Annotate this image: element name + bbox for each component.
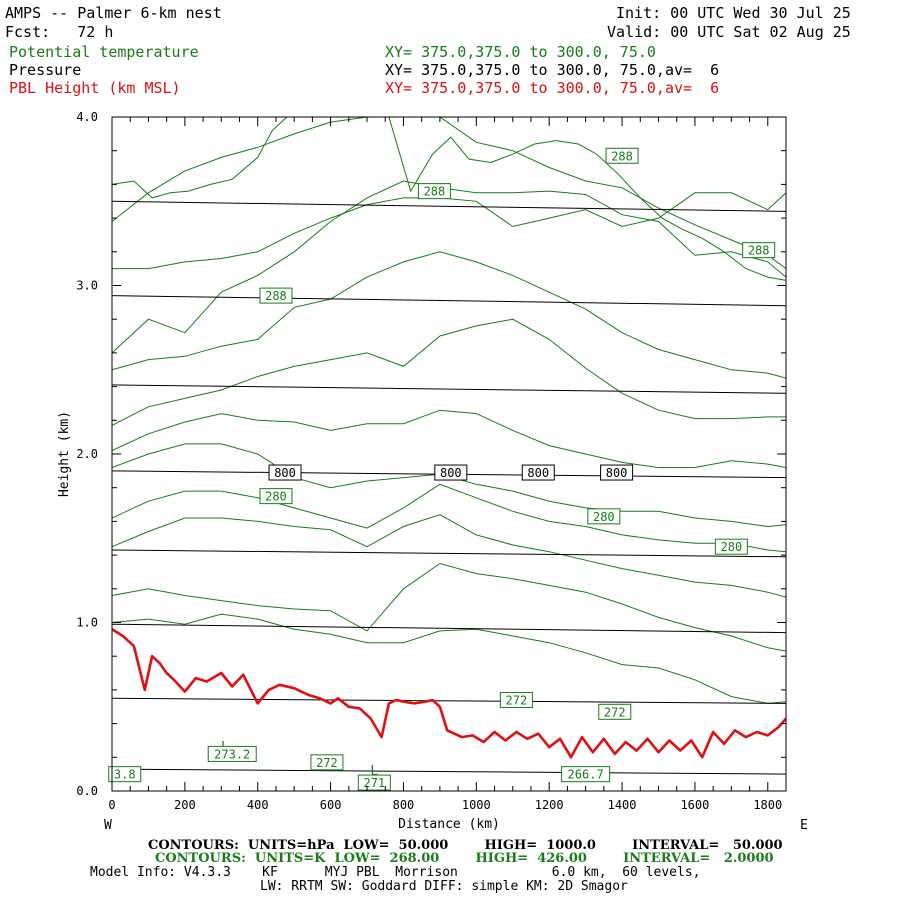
- isobar-5: [112, 384, 786, 394]
- theta-contour-9: [112, 180, 786, 354]
- theta-contour-8: [112, 192, 786, 270]
- theta-label-6: 280: [721, 540, 743, 554]
- legend-pbl-name: PBL Height (km MSL): [9, 79, 181, 97]
- theta-contour-5: [112, 409, 786, 468]
- pressure-label-0: 800: [274, 466, 296, 480]
- pressure-label-2: 800: [527, 466, 549, 480]
- pressure-label-3-box: [600, 464, 634, 481]
- theta-contour-4: [112, 443, 786, 528]
- theta-label-6-box: [714, 538, 748, 555]
- y-tick-label: 4.0: [76, 110, 98, 124]
- east-label: E: [800, 818, 808, 833]
- legend-theta-xy: XY= 375.0,375.0 to 300.0, 75.0: [385, 43, 656, 61]
- theta-label-2-box: [742, 242, 776, 259]
- theta-label-8-box: [598, 703, 632, 720]
- pressure-label-0-box: [268, 464, 302, 481]
- theta-label-0: 288: [424, 185, 446, 199]
- theta-label-7: 272: [506, 694, 528, 708]
- footer-pressure-contours: CONTOURS: UNITS=hPa LOW= 50.000 HIGH= 10…: [148, 838, 783, 853]
- theta-label-10: 273.2: [214, 747, 250, 761]
- chart-title: AMPS -- Palmer 6-km nest: [5, 4, 222, 22]
- y-axis-label: Height (km): [57, 411, 72, 497]
- pressure-label-1-box: [434, 464, 468, 481]
- y-tick-label: 2.0: [76, 447, 98, 461]
- low-marker-1: L: [370, 764, 378, 779]
- x-axis-label: Distance (km): [398, 817, 500, 832]
- theta-label-3-box: [259, 287, 293, 304]
- theta-label-9-box: [310, 754, 344, 771]
- pbl-height-line: [112, 628, 786, 759]
- plot-frame: [111, 116, 787, 792]
- theta-label-1-box: [605, 147, 639, 164]
- x-tick-label: 200: [174, 798, 196, 812]
- theta-label-4-box: [259, 488, 293, 505]
- theta-label-1: 288: [611, 149, 633, 163]
- theta-label-12: 266.7: [568, 768, 604, 782]
- theta-label-3: 288: [265, 289, 287, 303]
- theta-contour-3: [112, 483, 786, 553]
- pressure-label-1: 800: [440, 466, 462, 480]
- pressure-label-2-box: [521, 464, 555, 481]
- theta-label-8: 272: [604, 705, 626, 719]
- theta-contour-2: [112, 514, 786, 598]
- isobar-1: [112, 697, 786, 704]
- pressure-label-3: 800: [606, 466, 628, 480]
- isobar-2: [112, 623, 786, 634]
- isobar-6: [112, 295, 786, 307]
- footer-physics-info: LW: RRTM SW: Goddard DIFF: simple KM: 2D…: [260, 879, 628, 894]
- isobar-3: [112, 549, 786, 558]
- theta-contour-1: [112, 562, 786, 652]
- footer-theta-contours: CONTOURS: UNITS=K LOW= 268.00 HIGH= 426.…: [155, 851, 774, 866]
- x-tick-label: 1000: [462, 798, 491, 812]
- theta-contour-0: [112, 613, 786, 704]
- valid-time: Valid: 00 UTC Sat 02 Aug 25: [607, 23, 851, 41]
- x-tick-label: 1600: [680, 798, 709, 812]
- theta-label-10-box: [207, 745, 257, 762]
- theta-label-0-box: [417, 183, 451, 200]
- west-label: W: [104, 818, 112, 833]
- x-tick-label: 400: [247, 798, 269, 812]
- x-tick-label: 0: [108, 798, 115, 812]
- theta-label-7-box: [499, 692, 533, 709]
- x-tick-label: 800: [393, 798, 415, 812]
- x-tick-label: 600: [320, 798, 342, 812]
- isobar-0: [112, 768, 786, 775]
- x-tick-label: 1400: [608, 798, 637, 812]
- forecast-hour: Fcst: 72 h: [5, 23, 114, 41]
- y-tick-label: 0.0: [76, 784, 98, 798]
- legend-pbl-xy: XY= 375.0,375.0 to 300.0, 75.0,av= 6: [385, 79, 720, 97]
- theta-label-4: 280: [265, 490, 287, 504]
- init-time: Init: 00 UTC Wed 30 Jul 25: [616, 4, 851, 22]
- theta-label-13: 3.8: [114, 768, 136, 782]
- theta-contour-7: [112, 251, 786, 379]
- theta-label-12-box: [561, 766, 611, 783]
- footer-model-info: Model Info: V4.3.3 KF MYJ PBL Morrison 6…: [90, 865, 701, 880]
- y-tick-label: 3.0: [76, 279, 98, 293]
- theta-label-11: 271: [363, 776, 385, 790]
- x-tick-label: 1800: [753, 798, 782, 812]
- legend-pressure-name: Pressure: [9, 61, 82, 79]
- isobar-7: [112, 200, 786, 212]
- theta-label-5: 280: [593, 510, 615, 524]
- legend-pressure-xy: XY= 375.0,375.0 to 300.0, 75.0,av= 6: [385, 61, 720, 79]
- theta-label-11-box: [357, 774, 391, 791]
- theta-label-9: 272: [316, 756, 338, 770]
- theta-contour-10: [112, 117, 786, 270]
- y-tick-label: 1.0: [76, 616, 98, 630]
- theta-contour-6: [112, 318, 786, 426]
- legend-theta-name: Potential temperature: [9, 43, 199, 61]
- theta-label-2: 288: [748, 244, 770, 258]
- theta-label-5-box: [587, 508, 621, 525]
- x-tick-label: 1200: [535, 798, 564, 812]
- theta-contour-11: [112, 117, 786, 281]
- theta-label-13-box: [108, 766, 142, 783]
